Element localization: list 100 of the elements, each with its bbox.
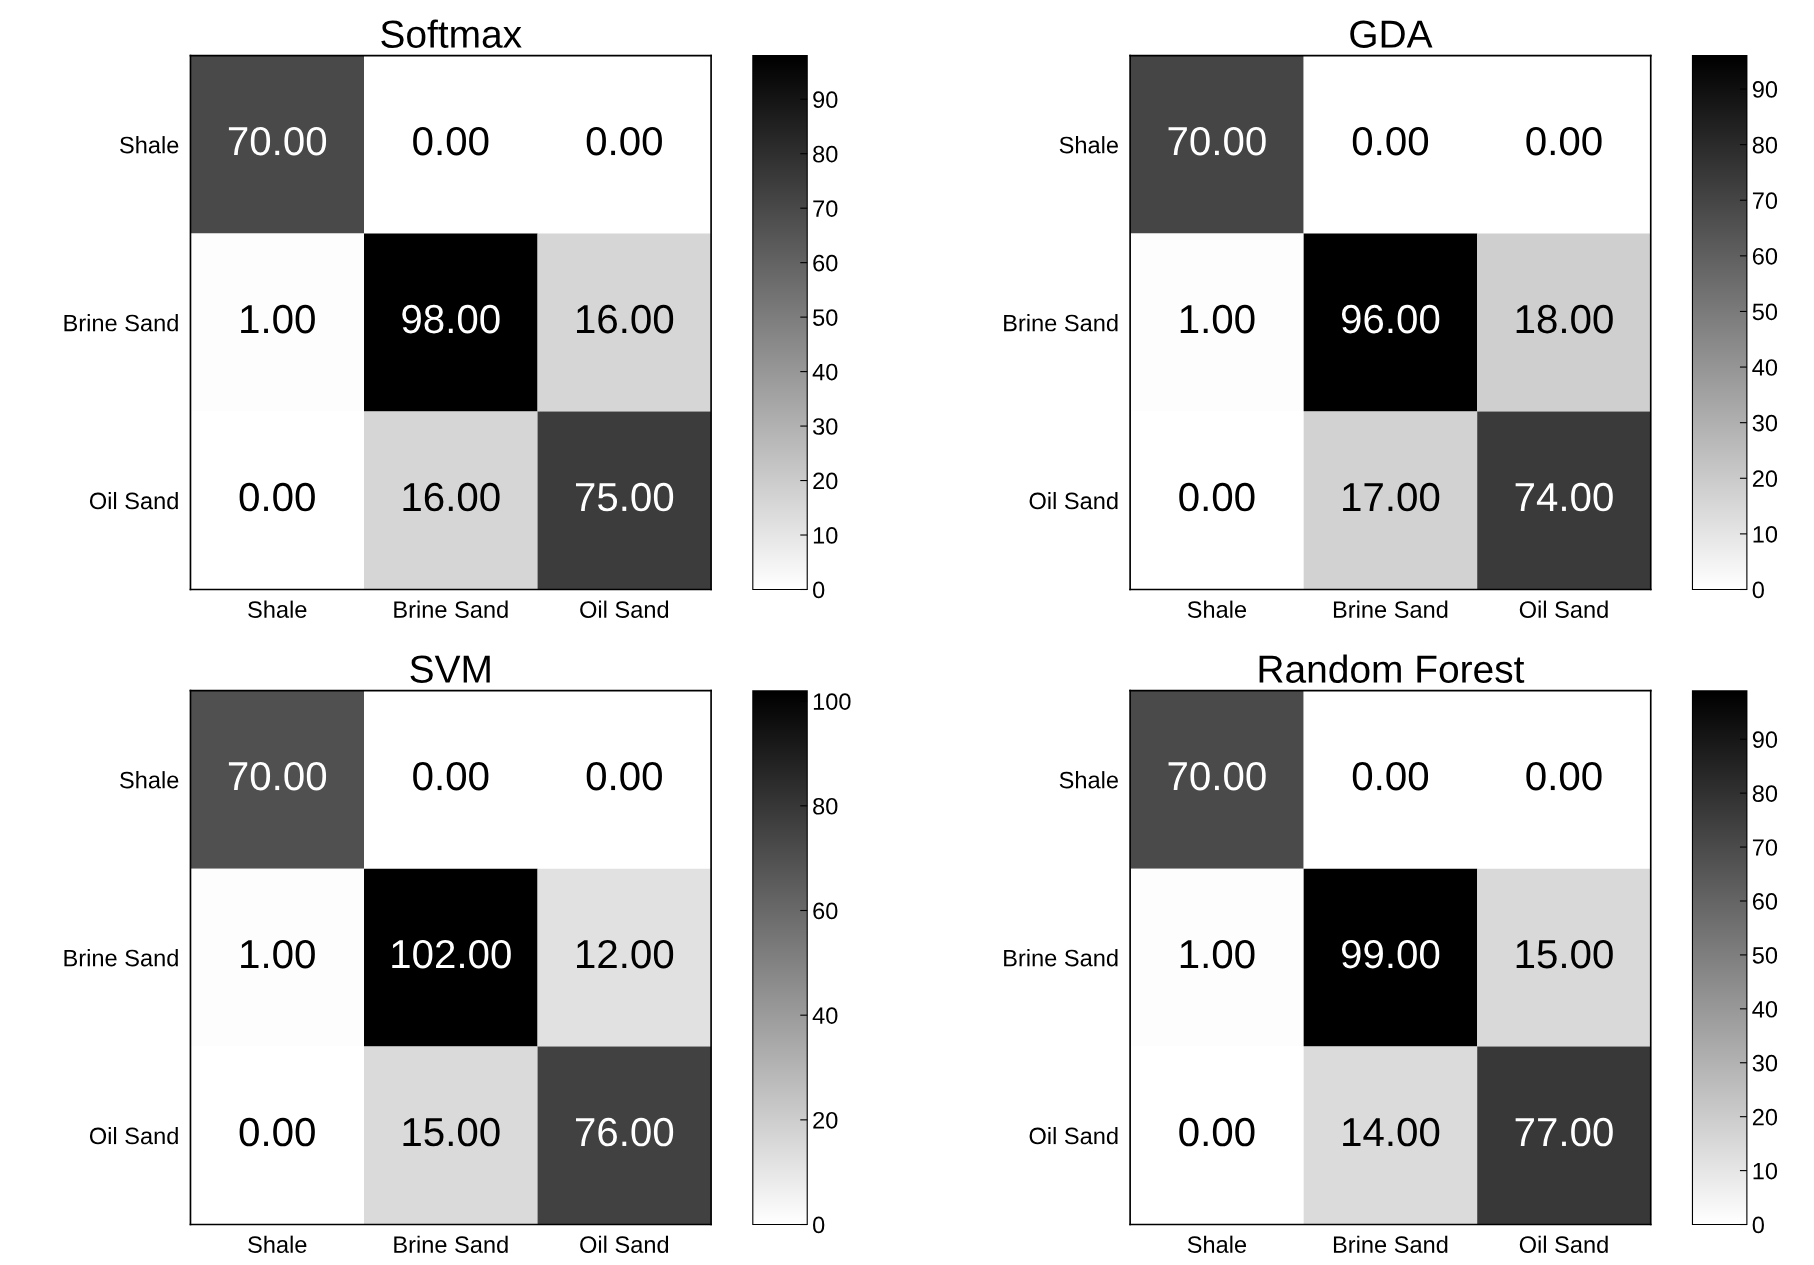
data-label: 77.00 bbox=[1515, 1117, 1613, 1147]
data-label: 76.00 bbox=[575, 1117, 674, 1147]
data-label: 70.00 bbox=[1168, 761, 1266, 791]
data-label: 12.00 bbox=[577, 939, 674, 969]
color-bar-label: 70 bbox=[813, 200, 838, 217]
data-label: 74.00 bbox=[1515, 482, 1613, 512]
data-label: 0.00 bbox=[586, 126, 662, 156]
x-tick-label: Oil Sand bbox=[580, 1235, 669, 1253]
data-label: 16.00 bbox=[577, 304, 674, 334]
color-bar-label: 10 bbox=[1753, 1162, 1778, 1180]
y-tick-label: Brine Sand bbox=[1004, 314, 1118, 332]
data-label: 18.00 bbox=[1516, 304, 1613, 334]
y-tick-label: Brine Sand bbox=[1004, 949, 1118, 967]
data-label: 0.00 bbox=[1352, 761, 1429, 791]
data-label: 70.00 bbox=[228, 761, 327, 791]
data-label: 0.00 bbox=[586, 761, 662, 791]
color-bar-label: 90 bbox=[1752, 81, 1778, 98]
data-label: 17.00 bbox=[1343, 482, 1440, 512]
color-bar-label: 20 bbox=[813, 1111, 838, 1129]
data-label: 70.00 bbox=[228, 126, 327, 156]
y-tick-label: Oil Sand bbox=[89, 1126, 178, 1145]
color-bar-label: 60 bbox=[813, 254, 838, 272]
data-label: 0.00 bbox=[1179, 1117, 1255, 1147]
color-bar-label: 80 bbox=[813, 797, 838, 815]
color-bar-label: 80 bbox=[813, 145, 838, 163]
data-label: 102.00 bbox=[392, 939, 511, 969]
data-label: 75.00 bbox=[575, 482, 674, 512]
color-bar-label: 40 bbox=[812, 1007, 838, 1024]
data-label: 14.00 bbox=[1343, 1117, 1440, 1147]
data-label: 99.00 bbox=[1341, 939, 1440, 969]
x-tick-label: Oil Sand bbox=[1519, 1235, 1608, 1253]
y-tick-label: Shale bbox=[1059, 771, 1118, 789]
data-label: 15.00 bbox=[1516, 939, 1613, 969]
color-bar-label: 40 bbox=[1752, 1000, 1778, 1018]
chart-title: GDA bbox=[1350, 20, 1433, 48]
data-label: 1.00 bbox=[1180, 939, 1255, 969]
color-bar-label: 80 bbox=[1752, 785, 1778, 802]
color-bar-label: 90 bbox=[1752, 731, 1778, 749]
data-label: 0.00 bbox=[413, 761, 489, 791]
color-bar-label: 0 bbox=[1752, 581, 1764, 599]
y-tick-label: Oil Sand bbox=[1029, 491, 1118, 510]
y-tick-label: Shale bbox=[120, 136, 179, 154]
color-bar-label: 80 bbox=[1752, 136, 1778, 154]
data-label: 0.00 bbox=[1526, 126, 1602, 156]
x-tick-label: Brine Sand bbox=[394, 1235, 508, 1253]
data-label: 16.00 bbox=[403, 482, 500, 512]
y-tick-label: Brine Sand bbox=[64, 949, 178, 967]
color-bar-label: 0 bbox=[813, 581, 825, 599]
color-bar-label: 20 bbox=[1752, 470, 1778, 488]
color-bar-label: 30 bbox=[1752, 414, 1778, 432]
chart-title: Softmax bbox=[381, 19, 522, 48]
data-label: 96.00 bbox=[1341, 304, 1440, 334]
data-label: 1.00 bbox=[241, 939, 315, 969]
x-tick-label: Brine Sand bbox=[1333, 1235, 1448, 1253]
color-bar-label: 0 bbox=[813, 1216, 825, 1234]
x-tick-label: Brine Sand bbox=[394, 600, 508, 618]
data-label: 1.00 bbox=[1180, 304, 1255, 334]
color-bar-label: 50 bbox=[1752, 303, 1778, 321]
color-bar-label: 30 bbox=[812, 418, 838, 435]
data-label: 0.00 bbox=[239, 1117, 315, 1147]
x-tick-label: Shale bbox=[248, 600, 307, 618]
x-tick-label: Oil Sand bbox=[580, 600, 669, 618]
y-tick-label: Oil Sand bbox=[89, 491, 178, 510]
data-label: 0.00 bbox=[1526, 761, 1602, 791]
x-tick-label: Oil Sand bbox=[1519, 600, 1608, 618]
color-bar-label: 0 bbox=[1752, 1216, 1764, 1234]
data-label: 0.00 bbox=[239, 482, 315, 512]
color-bar-label: 20 bbox=[813, 472, 838, 490]
color-bar-label: 10 bbox=[1753, 525, 1778, 543]
x-tick-label: Shale bbox=[248, 1235, 307, 1253]
color-bar-label: 90 bbox=[813, 91, 838, 109]
data-label: 0.00 bbox=[1179, 482, 1255, 512]
color-bar-label: 10 bbox=[813, 527, 838, 544]
color-bar-label: 60 bbox=[813, 902, 838, 920]
data-label: 15.00 bbox=[403, 1117, 500, 1147]
y-tick-label: Shale bbox=[120, 771, 179, 789]
x-tick-label: Shale bbox=[1187, 600, 1247, 618]
y-tick-label: Shale bbox=[1059, 136, 1118, 154]
data-label: 1.00 bbox=[241, 304, 315, 334]
color-bar-label: 40 bbox=[1752, 359, 1778, 376]
data-label: 70.00 bbox=[1168, 126, 1266, 156]
x-tick-label: Shale bbox=[1187, 1235, 1247, 1253]
y-tick-label: Oil Sand bbox=[1029, 1126, 1118, 1145]
color-bar-label: 70 bbox=[1752, 839, 1778, 856]
color-bar-label: 30 bbox=[1752, 1054, 1778, 1072]
color-bar-label: 50 bbox=[813, 309, 838, 326]
chart-title: Random Forest bbox=[1259, 654, 1525, 683]
color-bar-label: 70 bbox=[1752, 192, 1778, 210]
color-bar-label: 100 bbox=[813, 693, 851, 710]
color-bar-label: 60 bbox=[1752, 893, 1778, 910]
data-label: 0.00 bbox=[1352, 126, 1429, 156]
x-tick-label: Brine Sand bbox=[1333, 600, 1448, 618]
data-label: 0.00 bbox=[413, 126, 489, 156]
color-bar-label: 20 bbox=[1752, 1108, 1778, 1126]
data-label: 98.00 bbox=[402, 304, 500, 334]
chart-title: SVM bbox=[410, 655, 490, 683]
y-tick-label: Brine Sand bbox=[64, 314, 178, 332]
color-bar-label: 50 bbox=[1752, 946, 1778, 964]
color-bar-label: 40 bbox=[812, 363, 838, 381]
color-bar-label: 60 bbox=[1752, 247, 1778, 265]
